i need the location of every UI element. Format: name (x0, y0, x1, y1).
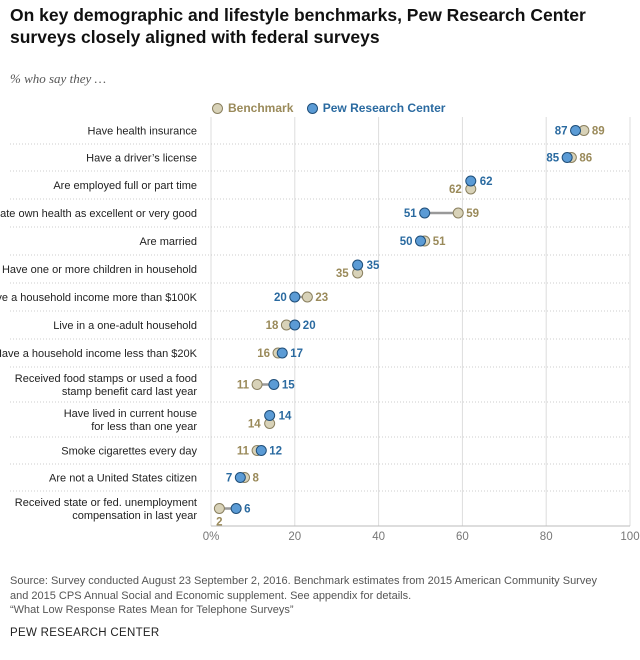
x-tick-label: 100 (620, 531, 639, 543)
pew-value-label: 7 (226, 473, 232, 485)
row-label: for less than one year (91, 421, 197, 433)
row-label: Have health insurance (88, 126, 197, 138)
pew-value-label: 6 (244, 504, 250, 516)
benchmark-value-label: 16 (257, 348, 270, 360)
pew-dot (465, 175, 477, 187)
pew-value-label: 15 (282, 380, 295, 392)
legend-item-pew: Pew Research Center (306, 101, 446, 115)
pew-value-label: 20 (274, 292, 287, 304)
benchmark-value-label: 2 (216, 517, 222, 529)
row-label: Smoke cigarettes every day (61, 446, 197, 458)
brand-name: PEW RESEARCH CENTER (10, 627, 160, 639)
benchmark-value-label: 8 (253, 473, 260, 485)
pew-value-label: 50 (400, 236, 413, 248)
benchmark-dot (452, 207, 464, 219)
row-label: Have one or more children in household (2, 264, 197, 276)
benchmark-dot (213, 503, 225, 514)
benchmark-value-label: 35 (336, 268, 349, 280)
pew-value-label: 62 (480, 176, 493, 188)
x-tick-label: 40 (372, 531, 385, 543)
chart-title: On key demographic and lifestyle benchma… (10, 5, 586, 47)
benchmark-value-label: 23 (315, 292, 328, 304)
row-label: Have a driver’s license (86, 153, 197, 165)
benchmark-value-label: 11 (237, 380, 250, 392)
benchmark-dot (301, 291, 313, 303)
x-tick-label: 80 (540, 531, 553, 543)
x-tick-label: 0% (203, 531, 220, 543)
pew-dot (264, 410, 276, 421)
benchmark-value-label: 62 (449, 184, 462, 196)
pew-value-label: 35 (367, 260, 380, 272)
pew-dot (268, 379, 280, 390)
x-tick-label: 20 (288, 531, 301, 543)
row-label: Live in a one-adult household (53, 320, 197, 332)
row-label: Are employed full or part time (53, 180, 197, 192)
benchmark-value-label: 59 (466, 208, 479, 220)
source-note-line2: and 2015 CPS Annual Social and Economic … (10, 589, 412, 602)
benchmark-value-label: 86 (579, 153, 592, 165)
row-label: stamp benefit card last year (62, 386, 197, 398)
pew-value-label: 85 (546, 153, 559, 165)
chart-footer: Source: Survey conducted August 23 Septe… (10, 574, 630, 618)
row-label: Are not a United States citizen (49, 473, 197, 485)
pew-dot (255, 445, 267, 456)
pew-value-label: 14 (279, 411, 292, 423)
legend-benchmark-label: Benchmark (228, 101, 294, 115)
benchmark-value-label: 51 (433, 236, 446, 248)
legend-pew-marker (306, 102, 318, 114)
source-note-line1: Source: Survey conducted August 23 Septe… (10, 575, 597, 587)
row-label: Rate own health as excellent or very goo… (0, 208, 197, 220)
pew-value-label: 17 (290, 348, 303, 360)
row-label: Received food stamps or used a food (15, 373, 197, 385)
chart-legend: Benchmark Pew Research Center (212, 101, 455, 117)
pew-dot (570, 125, 582, 136)
pew-dot (234, 472, 246, 483)
pew-dot (561, 152, 573, 163)
row-label: Have a household income less than $20K (0, 348, 198, 360)
benchmark-value-label: 89 (592, 126, 605, 138)
benchmark-value-label: 11 (237, 446, 250, 458)
pew-dot (419, 207, 431, 219)
benchmark-value-label: 18 (266, 320, 279, 332)
benchmark-dot (251, 379, 263, 390)
pew-value-label: 87 (555, 126, 568, 138)
legend-benchmark-marker (212, 102, 223, 114)
x-tick-label: 60 (456, 531, 469, 543)
pew-value-label: 12 (269, 446, 282, 458)
row-label: compensation in last year (72, 510, 197, 522)
row-label: Have a household income more than $100K (0, 292, 198, 304)
chart-subtitle: % who say they … (10, 71, 107, 86)
pew-value-label: 51 (404, 208, 417, 220)
pew-value-label: 20 (303, 320, 316, 332)
source-note-line3: “What Low Response Rates Mean for Teleph… (10, 604, 294, 616)
pew-dot (276, 347, 288, 359)
pew-dot (289, 319, 301, 331)
legend-item-benchmark: Benchmark (212, 101, 293, 115)
legend-pew-label: Pew Research Center (322, 101, 446, 115)
pew-dot (230, 503, 242, 514)
row-label: Received state or fed. unemployment (15, 497, 197, 509)
pew-dot (352, 259, 364, 271)
row-label: Have lived in current house (64, 408, 197, 420)
pew-dot (415, 235, 426, 247)
row-label: Are married (140, 236, 197, 248)
benchmark-value-label: 14 (248, 419, 261, 431)
pew-dot (289, 291, 301, 303)
